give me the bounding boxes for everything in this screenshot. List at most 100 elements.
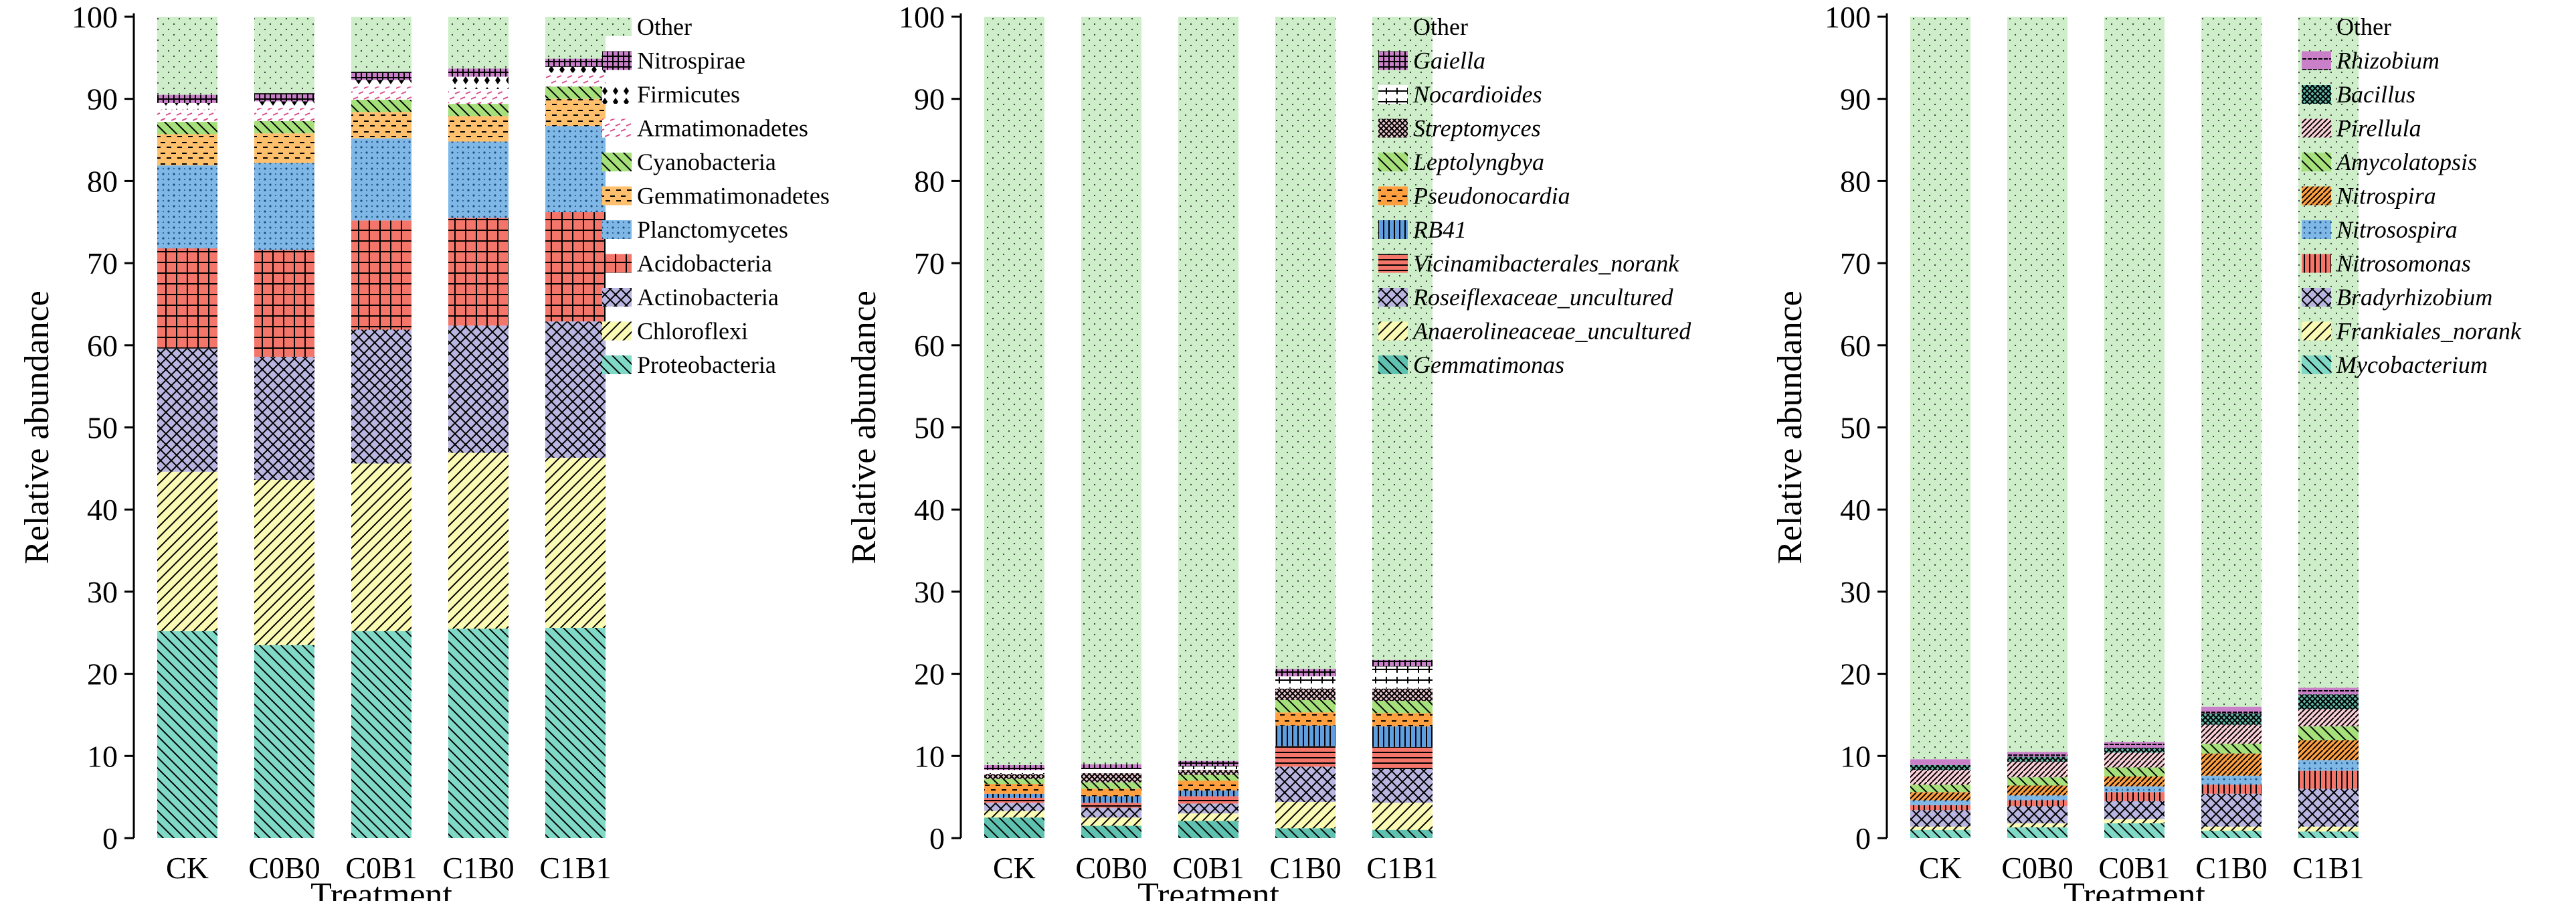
bar-segment-cyanobacteria-c0b0 bbox=[254, 120, 314, 134]
bar-segment-nitrosomonas-c0b1 bbox=[2104, 792, 2165, 801]
legend-swatch-nitrospira bbox=[2302, 186, 2331, 206]
legend-swatch-nocardioides bbox=[1378, 85, 1408, 104]
legend-swatch-amycolatopsis bbox=[2302, 153, 2331, 171]
legend-label: Rhizobium bbox=[2336, 48, 2440, 74]
legend-label: Vicinamibacterales_norank bbox=[1413, 250, 1679, 277]
legend-label: Acidobacteria bbox=[637, 250, 772, 277]
bar-segment-rhizobium-c1b0 bbox=[2201, 706, 2262, 714]
bar-segment-nitrosospira-c0b1 bbox=[2104, 786, 2165, 793]
bar-segment-roseiflexaceae-uncultured-ck bbox=[984, 803, 1044, 811]
bar-segment-anaerolineaceae-uncultured-c0b1 bbox=[1178, 813, 1238, 821]
legend-label: Streptomyces bbox=[1413, 115, 1541, 142]
legend-label: Gemmatimonas bbox=[1413, 351, 1564, 378]
legend-swatch-chloroflexi bbox=[602, 321, 632, 341]
y-tick-label: 50 bbox=[914, 411, 945, 445]
bar-segment-roseiflexaceae-uncultured-c1b0 bbox=[1275, 766, 1336, 803]
legend-swatch-roseiflexaceae-uncultured bbox=[1378, 288, 1408, 307]
bar-segment-vicinamibacterales-norank-c1b0 bbox=[1275, 746, 1336, 767]
bar-segment-acidobacteria-ck bbox=[157, 248, 217, 349]
legend-label: Other bbox=[1413, 13, 1468, 40]
bar-segment-gemmatimonas-c0b0 bbox=[1081, 825, 1141, 838]
bar-segment-pirellula-c0b0 bbox=[2007, 761, 2067, 778]
legend-label: Leptolyngbya bbox=[1412, 149, 1544, 175]
bar-segment-other-c0b1 bbox=[2104, 17, 2165, 742]
legend-swatch-rhizobium bbox=[2302, 51, 2331, 70]
y-tick-label: 20 bbox=[1840, 657, 1871, 691]
legend-label: Nitrospirae bbox=[637, 48, 745, 74]
bar-segment-nitrospira-c1b1 bbox=[2298, 740, 2359, 760]
bar-segment-roseiflexaceae-uncultured-c0b1 bbox=[1178, 803, 1238, 814]
bar-segment-gaiella-c0b1 bbox=[1178, 760, 1238, 766]
y-tick-label: 0 bbox=[1855, 821, 1871, 855]
bar-segment-planctomycetes-c0b0 bbox=[254, 163, 314, 250]
bar-segment-gemmatimonadetes-c0b0 bbox=[254, 133, 314, 163]
bar-segment-nocardioides-ck bbox=[984, 770, 1044, 774]
bar-segment-streptomyces-ck bbox=[984, 774, 1044, 779]
bar-segment-gemmatimonas-c1b0 bbox=[1275, 828, 1336, 838]
bar-segment-frankiales-norank-c0b1 bbox=[2104, 819, 2165, 823]
bar-segment-armatimonadetes-ck bbox=[157, 109, 217, 122]
bar-segment-nitrospira-c1b0 bbox=[2201, 753, 2262, 776]
bar-segment-other-ck bbox=[157, 17, 217, 95]
legend: Other Gaiella Nocardioides Streptomyces Lept… bbox=[1378, 13, 1691, 378]
legend-label: Anaerolineaceae_uncultured bbox=[1412, 318, 1691, 345]
bar-segment-proteobacteria-c0b1 bbox=[351, 631, 411, 838]
bar-segment-gemmatimonas-ck bbox=[984, 817, 1044, 838]
bar-segment-other-c0b1 bbox=[1178, 17, 1238, 761]
bar-segment-vicinamibacterales-norank-ck bbox=[984, 797, 1044, 803]
bar-segment-nitrosomonas-ck bbox=[1910, 805, 1970, 811]
bar-segment-amycolatopsis-c1b1 bbox=[2298, 726, 2359, 740]
bar-segment-pirellula-ck bbox=[1910, 770, 1970, 785]
x-tick-label: C1B1 bbox=[1366, 851, 1438, 885]
bar-segment-pirellula-c1b1 bbox=[2298, 709, 2359, 727]
y-tick-label: 10 bbox=[87, 739, 118, 773]
legend-label: Other bbox=[637, 13, 692, 40]
y-tick-label: 60 bbox=[1840, 329, 1871, 363]
legend-label: Gemmatimonadetes bbox=[637, 183, 830, 210]
legend-swatch-streptomyces bbox=[1378, 118, 1408, 138]
legend-label: Planctomycetes bbox=[637, 216, 788, 243]
bar-segment-nitrospirae-c1b0 bbox=[448, 68, 509, 77]
bar-segment-cyanobacteria-ck bbox=[157, 122, 217, 135]
bar-segment-frankiales-norank-c0b0 bbox=[2007, 823, 2067, 828]
x-tick-label: CK bbox=[166, 851, 209, 885]
y-tick-label: 50 bbox=[1840, 411, 1871, 445]
y-tick-label: 40 bbox=[87, 493, 118, 527]
bar-segment-other-ck bbox=[1910, 17, 1970, 760]
bar-segment-leptolyngbya-c0b0 bbox=[1081, 782, 1141, 789]
bar-segment-planctomycetes-c0b1 bbox=[351, 138, 411, 221]
legend-swatch-bradyrhizobium bbox=[2302, 288, 2331, 307]
bar-segment-nitrosomonas-c1b0 bbox=[2201, 785, 2262, 794]
legend-label: Actinobacteria bbox=[637, 284, 779, 311]
bar-segment-bacillus-ck bbox=[1910, 764, 1970, 770]
legend-label: Nitrospira bbox=[2336, 183, 2436, 210]
bar-segment-other-c1b0 bbox=[1275, 17, 1336, 669]
bar-segment-gemmatimonadetes-c1b0 bbox=[448, 116, 509, 142]
bar-segment-nitrosomonas-c0b0 bbox=[2007, 800, 2067, 807]
bar-segment-firmicutes-c1b1 bbox=[545, 66, 606, 73]
bar-segment-gemmatimonas-c1b1 bbox=[1372, 829, 1433, 838]
legend-swatch-gaiella bbox=[1378, 51, 1408, 70]
bar-segment-rb41-ck bbox=[984, 793, 1044, 798]
bar-segment-mycobacterium-ck bbox=[1910, 829, 1970, 838]
bar-segment-acidobacteria-c1b0 bbox=[448, 218, 509, 326]
legend-label: Bacillus bbox=[2336, 81, 2415, 108]
legend-label: Gaiella bbox=[1413, 48, 1485, 74]
x-tick-label: C1B1 bbox=[539, 851, 611, 885]
x-axis-title: Treatment bbox=[2063, 876, 2205, 901]
bar-segment-acidobacteria-c0b0 bbox=[254, 250, 314, 357]
bar-segment-streptomyces-c1b0 bbox=[1275, 688, 1336, 700]
bar-segment-bradyrhizobium-c1b1 bbox=[2298, 789, 2359, 827]
legend-swatch-firmicutes bbox=[602, 85, 632, 104]
bar-segment-actinobacteria-c1b0 bbox=[448, 325, 509, 453]
legend-swatch-pseudonocardia bbox=[1378, 186, 1408, 206]
y-tick-label: 30 bbox=[1840, 575, 1871, 609]
y-tick-label: 0 bbox=[929, 821, 945, 855]
legend-swatch-actinobacteria bbox=[602, 288, 632, 307]
bar-segment-vicinamibacterales-norank-c0b0 bbox=[1081, 803, 1141, 808]
bar-segment-gaiella-ck bbox=[984, 764, 1044, 770]
bar-segment-frankiales-norank-ck bbox=[1910, 826, 1970, 830]
bar-segment-pseudonocardia-c1b0 bbox=[1275, 712, 1336, 726]
bar-segment-planctomycetes-c1b0 bbox=[448, 141, 509, 218]
bar-segment-proteobacteria-c1b0 bbox=[448, 629, 509, 838]
